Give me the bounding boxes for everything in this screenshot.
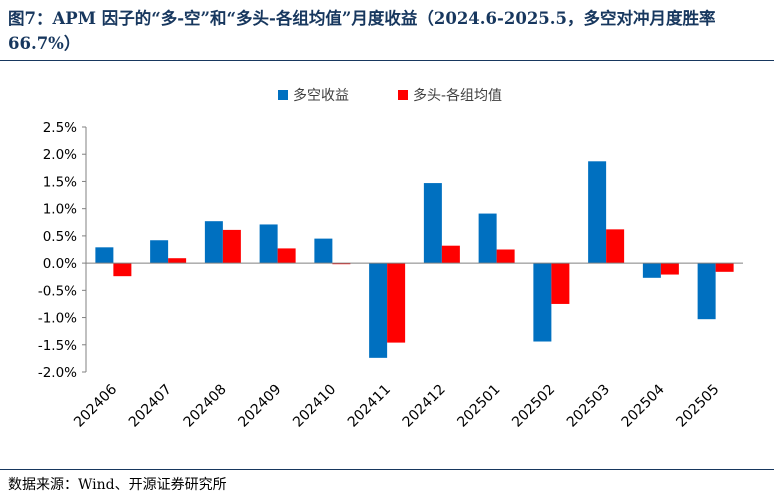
y-tick-label: -1.0% (38, 311, 77, 327)
y-tick-label: 1.5% (43, 174, 77, 190)
legend-swatch (278, 90, 288, 100)
source-note: 数据来源：Wind、开源证券研究所 (8, 477, 227, 493)
bar-long-short-202505 (697, 263, 716, 320)
x-tick-label: 202406 (71, 381, 120, 430)
x-tick-label: 202412 (400, 382, 449, 431)
legend-label: 多头-各组均值 (413, 87, 502, 104)
bar-long-short-202406 (95, 247, 114, 264)
bar-long-minus-mean-202407 (168, 258, 187, 264)
x-tick-label: 202503 (564, 382, 613, 431)
bar-long-short-202412 (423, 183, 442, 264)
bar-long-minus-mean-202502 (551, 263, 570, 304)
x-tick-label: 202409 (235, 382, 284, 431)
x-tick-label: 202504 (619, 381, 668, 430)
legend: 多空收益 多头-各组均值 (278, 87, 502, 104)
source-rule (0, 469, 774, 470)
y-tick-label: 0.0% (43, 256, 77, 272)
legend-swatch (398, 90, 408, 100)
x-tick-label: 202502 (509, 382, 558, 431)
bar-long-short-202407 (150, 240, 169, 264)
bar-long-minus-mean-202505 (715, 263, 734, 272)
y-tick-label: 2.0% (43, 147, 77, 163)
bar-long-short-202410 (314, 238, 333, 264)
bar-long-minus-mean-202501 (496, 249, 515, 264)
bar-long-minus-mean-202408 (222, 229, 241, 264)
bar-long-short-202501 (478, 213, 497, 264)
bar-long-short-202408 (204, 221, 223, 264)
y-tick-label: -2.0% (38, 365, 77, 381)
y-tick-label: 1.0% (43, 202, 77, 218)
bar-long-minus-mean-202504 (660, 263, 679, 275)
y-tick-label: 2.5% (43, 120, 77, 136)
y-axis: -2.0% -1.5% -1.0% -0.5% 0.0% 0.5% 1.0% 1.5% 2.0%… (38, 120, 87, 381)
bar-long-short-202409 (259, 224, 278, 264)
bar-long-short-202502 (533, 263, 552, 342)
bar-long-short-202504 (642, 263, 661, 278)
bar-long-minus-mean-202410 (332, 263, 351, 265)
bar-long-short-202503 (588, 161, 607, 264)
bar-long-minus-mean-202411 (387, 263, 406, 343)
legend-label: 多空收益 (293, 87, 349, 104)
x-tick-label: 202411 (345, 382, 394, 431)
bar-long-minus-mean-202503 (606, 229, 625, 264)
bar-long-minus-mean-202406 (113, 263, 132, 277)
title-rule (0, 60, 774, 61)
x-tick-label: 202505 (673, 382, 722, 431)
bars (95, 161, 734, 358)
x-tick-label: 202410 (290, 382, 339, 431)
chart-title: 图7：APM 因子的“多-空”和“多头-各组均值”月度收益（2024.6-202… (8, 9, 716, 53)
y-tick-label: 0.5% (43, 229, 77, 245)
bar-long-short-202411 (369, 263, 388, 358)
bar-long-minus-mean-202409 (277, 248, 296, 264)
bar-long-minus-mean-202412 (441, 245, 460, 264)
x-tick-label: 202407 (126, 382, 175, 431)
x-tick-label: 202501 (454, 382, 503, 431)
y-tick-label: -0.5% (38, 283, 77, 299)
x-tick-label: 202408 (181, 382, 230, 431)
y-tick-label: -1.5% (38, 338, 77, 354)
x-axis: 202406 202407 202408 202409 202410 202411 2024… (71, 262, 743, 431)
